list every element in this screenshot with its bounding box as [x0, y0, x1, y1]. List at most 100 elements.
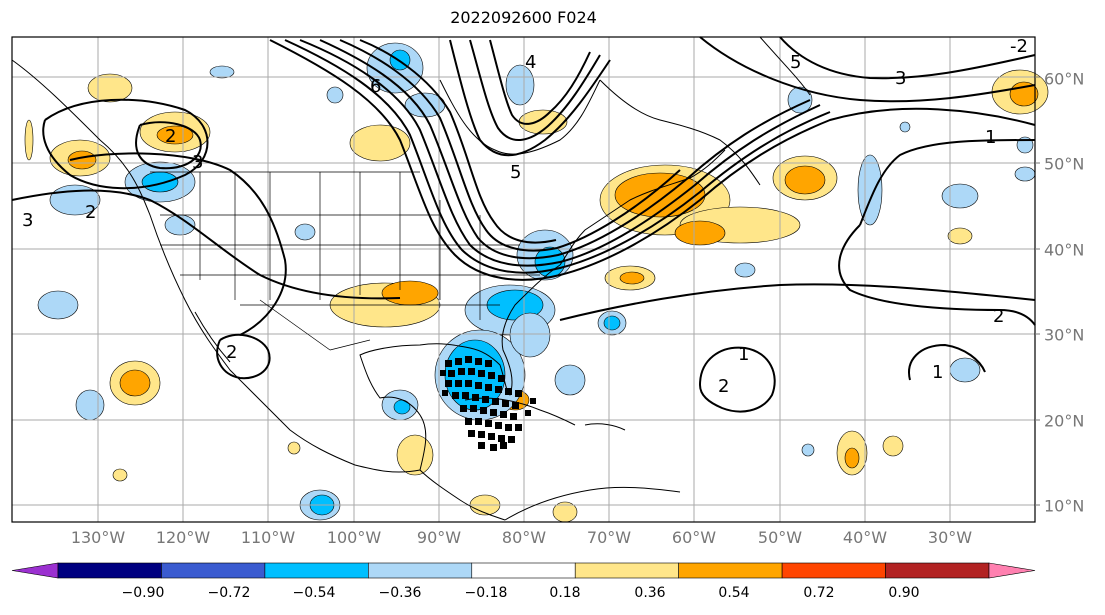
warm-blob — [381, 280, 439, 306]
warm-blob — [882, 435, 904, 457]
colorbar-tick-label: 0.54 — [718, 585, 750, 601]
south-america-coast — [504, 486, 681, 521]
contour-northeast-2 — [699, 36, 1036, 103]
cool-blob — [37, 290, 79, 320]
colorbar-tick-label: −0.90 — [121, 585, 165, 601]
contour-trough-1 — [269, 39, 1036, 281]
contour-label: 2 — [226, 342, 237, 363]
colorbar-tick-label: 0.90 — [888, 585, 920, 601]
contour-atlantic-trough — [859, 139, 1036, 226]
colorbar-tick-label: 0.72 — [803, 585, 835, 601]
colorbar-segment — [885, 562, 990, 579]
labrador-coast — [599, 79, 761, 186]
cool-blob — [1014, 166, 1036, 182]
lon-label: 70°W — [586, 528, 632, 547]
contour-ridge-2 — [469, 39, 601, 142]
contour-east-high-2 — [908, 343, 986, 381]
contour-label: 5 — [790, 52, 801, 73]
contour-small-low — [216, 333, 271, 380]
cool-blob — [857, 154, 883, 226]
map-title: 2022092600 F024 — [450, 8, 597, 27]
lon-label: 50°W — [757, 528, 803, 547]
contour-label: 2 — [993, 306, 1004, 327]
contour-trough-6 — [359, 39, 557, 244]
contour-east-zonal — [559, 283, 1036, 321]
lon-label: 120°W — [155, 528, 211, 547]
cool-blob — [509, 312, 551, 358]
colorbar-segment — [368, 562, 473, 579]
contour-label: 1 — [738, 344, 749, 365]
cool-blob — [209, 65, 235, 79]
warm-blob — [396, 434, 434, 476]
contour-northeast — [779, 36, 1036, 80]
colorbar-segment — [161, 562, 266, 579]
cool-blob — [603, 315, 621, 331]
colorbar-segment — [678, 562, 783, 579]
contour-label: 3 — [192, 152, 203, 173]
contour-west-ridge-2 — [69, 152, 287, 336]
lon-label: 100°W — [326, 528, 382, 547]
lon-label: 40°W — [842, 528, 888, 547]
colorbar-segment — [471, 562, 576, 579]
cool-blob — [326, 86, 344, 104]
contour-west-low-inner — [135, 121, 202, 170]
contour-west-low — [42, 98, 209, 190]
warm-blob — [156, 125, 194, 145]
lat-label: 20°N — [1044, 411, 1085, 431]
contour-label: 1 — [985, 127, 996, 148]
contour-ridge-3 — [489, 39, 591, 125]
warm-blob — [349, 124, 411, 162]
lat-label: 50°N — [1044, 154, 1085, 174]
contour-label: 2 — [718, 376, 729, 397]
cool-blob — [734, 262, 756, 278]
contour-trough-3 — [299, 39, 821, 267]
cool-blob — [949, 357, 981, 383]
contour-west-ridge — [11, 189, 401, 300]
contour-label-layer: 6 5 4 3 2 1 5 3 2 1 3 2 2 2 1 -2 — [22, 36, 1028, 397]
lon-label: 110°W — [240, 528, 296, 547]
cool-blob — [75, 389, 105, 421]
contour-label: 3 — [895, 68, 906, 89]
warm-blob — [947, 227, 973, 245]
warm-blob — [112, 468, 128, 482]
contour-trough-5 — [339, 39, 681, 252]
contour-label: -2 — [1010, 36, 1028, 57]
hispaniola — [584, 423, 626, 431]
lon-label: 30°W — [927, 528, 973, 547]
lat-label: 40°N — [1044, 240, 1085, 260]
warm-blob — [24, 119, 34, 161]
colorbar-segment — [781, 562, 886, 579]
marker-cluster — [440, 356, 536, 451]
east-coast — [559, 149, 726, 266]
colorbar-tick-label: 0.18 — [549, 585, 581, 601]
contour-trough-4 — [319, 39, 811, 260]
gridlines — [12, 37, 1035, 522]
warm-blob — [784, 165, 826, 195]
lat-label: 60°N — [1044, 69, 1085, 89]
cool-blob — [141, 171, 179, 193]
contour-lines — [11, 36, 1036, 413]
cool-blob — [505, 64, 535, 106]
north-america-west-coast — [11, 59, 421, 473]
cool-blob — [554, 364, 586, 396]
map-frame — [11, 36, 1036, 523]
central-america — [419, 469, 506, 521]
colorbar-extend-high — [988, 562, 1036, 579]
colorbar-tick-label: −0.54 — [292, 585, 336, 601]
baja-peninsula — [194, 311, 231, 363]
colorbar-extend-low — [11, 562, 59, 579]
contour-ridge-1 — [449, 39, 611, 157]
colorbar-segment — [574, 562, 679, 579]
lon-label: 80°W — [501, 528, 547, 547]
contour-label: 2 — [165, 126, 176, 147]
contour-trough-2 — [284, 39, 831, 274]
warm-blob — [674, 220, 726, 246]
colorbar-tick-label: −0.72 — [207, 585, 251, 601]
warm-blob — [119, 369, 151, 397]
contour-label: 3 — [22, 210, 33, 231]
cool-blob — [899, 121, 911, 133]
lon-label: 130°W — [70, 528, 126, 547]
colorbar-segment — [57, 562, 162, 579]
warm-blob — [619, 271, 645, 285]
